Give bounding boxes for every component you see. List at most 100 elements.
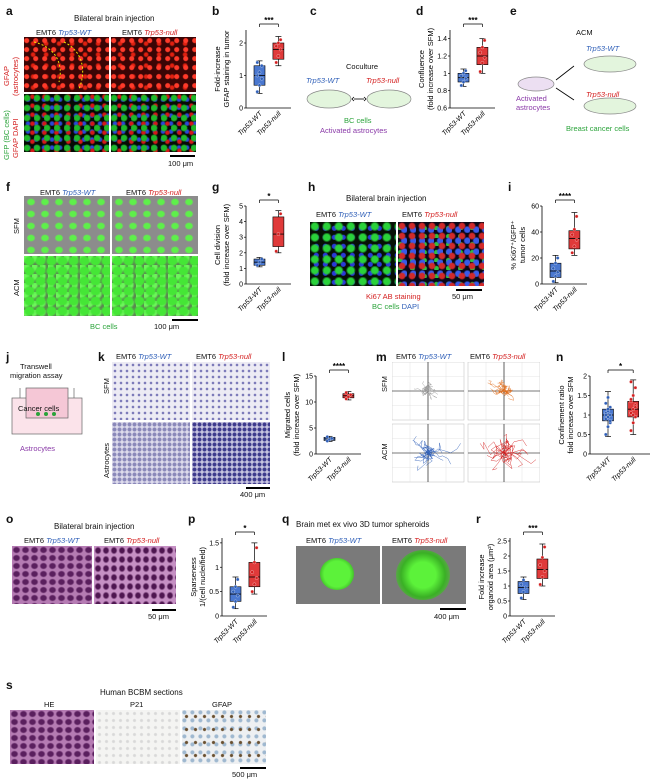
data-point <box>604 413 608 417</box>
panel-q-col2: EMT6 Trp53-null <box>392 536 448 545</box>
y-tick-label: 4 <box>239 219 243 226</box>
panel-a-col1: EMT6 Trp53-WT <box>36 28 92 37</box>
data-point <box>233 585 238 589</box>
data-point <box>278 47 283 52</box>
scale-bar-a-label: 100 μm <box>168 159 194 168</box>
micrograph-sfm-null <box>112 196 198 254</box>
micrograph-acm-null <box>112 256 198 316</box>
migration-track <box>422 449 435 457</box>
panel-letter-k: k <box>98 350 105 364</box>
micrograph-transwell-sfm-wt <box>112 362 190 420</box>
panel-f-col1: EMT6 Trp53-WT <box>40 188 96 197</box>
y-tick-label: 0.6 <box>437 106 447 113</box>
data-point <box>629 397 633 402</box>
panel-e-astro1: Activated <box>516 94 547 103</box>
data-point <box>231 605 236 609</box>
y-tick-label: 60 <box>531 204 539 211</box>
scale-bar-f <box>172 319 198 321</box>
panel-letter-m: m <box>376 350 387 364</box>
data-point <box>274 249 278 253</box>
data-point <box>274 44 278 48</box>
migration-track <box>491 388 505 396</box>
data-point <box>542 569 547 573</box>
y-tick-label: 0.5 <box>209 589 219 596</box>
spheroid-wt <box>296 546 380 604</box>
y-tick-label: 0.5 <box>497 599 507 606</box>
y-axis-label-2: (fold increase over SFM) <box>292 373 301 456</box>
micrograph-he-wt <box>12 546 92 604</box>
migration-track <box>490 388 505 394</box>
y-axis-label: Fold increase <box>477 554 486 599</box>
data-point <box>274 60 278 65</box>
panel-s-col1: HE <box>44 700 55 709</box>
migration-track <box>503 386 507 397</box>
data-point <box>631 421 635 425</box>
y-tick-label: 0.5 <box>577 432 587 439</box>
panel-q-col1: EMT6 Trp53-WT <box>306 536 362 545</box>
panel-c-wt: Trp53-WT <box>306 76 340 85</box>
y-tick-label: 1.4 <box>437 36 447 43</box>
panel-k-col2: EMT6 Trp53-null <box>196 352 252 361</box>
data-point <box>480 61 485 65</box>
data-point <box>254 545 259 550</box>
scale-bar-q <box>440 608 466 610</box>
y-tick-label: 0 <box>503 614 507 621</box>
panel-h-col1: EMT6 Trp53-WT <box>316 210 372 219</box>
panel-s-title: Human BCBM sections <box>100 688 183 697</box>
panel-letter-n: n <box>556 350 564 364</box>
y-tick-label: 1.5 <box>497 569 507 576</box>
panel-letter-e: e <box>510 4 517 18</box>
panel-h-stain1: Ki67 AB staining <box>366 292 421 301</box>
panel-k-row2: Astrocytes <box>102 442 111 478</box>
data-point <box>278 37 283 42</box>
y-axis-label: Migrated cells <box>283 392 292 439</box>
significance-label: * <box>243 524 247 533</box>
y-tick-label: 0 <box>583 452 587 459</box>
box-plot-b: Fold-increase GFAP staining in tumor012Tr… <box>213 16 291 137</box>
data-point <box>538 582 542 587</box>
y-tick-label: 40 <box>531 230 539 237</box>
panel-s-col3: GFAP <box>212 700 233 709</box>
data-point <box>551 266 556 271</box>
data-point <box>478 50 482 55</box>
data-point <box>521 578 526 582</box>
box-plot-g: Cell division (fold increase over SFM) 0 1 2… <box>213 192 291 313</box>
box <box>272 216 285 247</box>
box-plot-n: Confinement ratio fold increase over SFM0… <box>557 362 650 483</box>
migration-track <box>415 452 429 461</box>
data-point <box>606 415 610 419</box>
panel-j-title1: Transwell <box>20 362 52 371</box>
micrograph-ki67-null <box>398 222 484 286</box>
data-point <box>538 563 542 567</box>
y-tick-label: 0 <box>535 282 539 289</box>
migration-track <box>424 385 429 392</box>
migration-track <box>427 451 452 465</box>
panel-k-row1: SFM <box>102 378 111 394</box>
panel-m-row1: SFM <box>380 376 389 392</box>
significance-label: **** <box>559 192 572 201</box>
migration-track <box>427 390 437 398</box>
panel-h-title: Bilateral brain injection <box>346 194 427 203</box>
box-plot-i: % Ki67⁺/GFP⁺ tumor cells0204060Trp53-WTTr… <box>509 192 587 313</box>
migration-track <box>427 390 434 396</box>
migration-track <box>422 440 429 454</box>
panel-letter-s: s <box>6 678 13 692</box>
data-point <box>604 401 608 406</box>
y-tick-label: 1 <box>503 584 507 591</box>
panel-letter-a: a <box>6 4 13 18</box>
y-tick-label: 1 <box>239 73 243 80</box>
scale-bar-a <box>170 155 195 157</box>
acm-diagram <box>517 55 637 115</box>
panel-letter-j: j <box>6 350 10 364</box>
scale-bar-q-label: 400 μm <box>434 612 460 621</box>
panel-a-row1-label-b: (astrocytes) <box>11 56 20 96</box>
data-point <box>633 415 638 419</box>
scale-bar-o-label: 50 μm <box>148 612 169 621</box>
data-point <box>553 274 558 278</box>
y-tick-label: 3 <box>239 235 243 242</box>
data-point <box>325 435 330 439</box>
y-tick-label: 2 <box>239 41 243 48</box>
panel-f-row2: ACM <box>12 279 21 296</box>
data-point <box>631 407 635 411</box>
data-point <box>257 260 262 264</box>
